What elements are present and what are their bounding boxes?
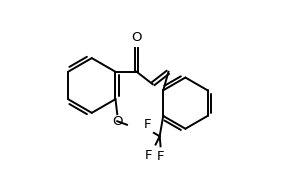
Text: F: F xyxy=(157,150,164,163)
Text: O: O xyxy=(132,31,142,44)
Text: F: F xyxy=(145,149,152,162)
Text: F: F xyxy=(143,118,151,131)
Text: O: O xyxy=(112,115,122,128)
